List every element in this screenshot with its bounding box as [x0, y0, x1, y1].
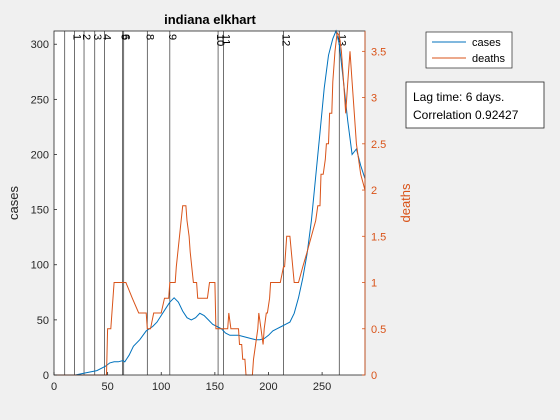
y-left-tick-label: 250 — [31, 94, 49, 106]
y-left-tick-label: 150 — [31, 205, 49, 217]
y-axis-left: 0 50 100 150 200 250 300 — [31, 39, 57, 382]
x-tick-label: 50 — [101, 381, 113, 393]
y-right-tick-label: 3.5 — [371, 46, 386, 58]
event-line-label: 4 — [100, 34, 112, 40]
legend-cases-label: cases — [472, 37, 501, 49]
annotation-box: Lag time: 6 days. Correlation 0.92427 — [405, 81, 545, 129]
x-tick-label: 100 — [152, 381, 170, 393]
event-line-label: 9 — [166, 34, 178, 40]
event-line-label: 3 — [91, 34, 103, 40]
x-tick-label: 250 — [313, 381, 331, 393]
y-left-tick-label: 200 — [31, 149, 49, 161]
chart-title: indiana elkhart — [164, 12, 256, 27]
event-line-label: 11 — [219, 34, 231, 45]
annotation-correlation: Correlation 0.92427 — [413, 108, 519, 122]
y-axis-left-label: cases — [6, 186, 21, 220]
event-line-label: 1 — [70, 34, 82, 40]
y-left-tick-label: 0 — [43, 370, 49, 382]
y-left-tick-label: 100 — [31, 260, 49, 272]
legend[interactable]: cases deaths — [425, 31, 513, 69]
series-line-deaths — [54, 31, 366, 376]
y-right-tick-label: 0.5 — [371, 324, 386, 336]
plot-area — [54, 31, 365, 375]
legend-box — [425, 31, 513, 69]
event-line-label: 6 — [120, 34, 132, 40]
annotation-lag-time: Lag time: 6 days. — [413, 90, 504, 104]
y-left-tick-label: 300 — [31, 39, 49, 51]
y-right-tick-label: 0 — [371, 370, 377, 382]
x-tick-label: 150 — [206, 381, 224, 393]
y-right-tick-label: 2 — [371, 185, 377, 197]
series-layer — [54, 29, 366, 376]
series-line-cases — [54, 29, 366, 376]
event-line-label: 12 — [279, 34, 291, 46]
event-line-label: 10 — [214, 34, 226, 46]
event-line-label: 5 — [119, 34, 131, 40]
y-axis-right: 0 0.5 1 1.5 2 2.5 3 3.5 — [362, 46, 386, 382]
x-axis: 0 50 100 150 200 250 — [51, 372, 331, 393]
annotation-frame — [405, 81, 545, 129]
y-right-tick-label: 3 — [371, 93, 377, 105]
y-right-tick-label: 1.5 — [371, 231, 386, 243]
legend-deaths-label: deaths — [472, 53, 506, 65]
y-axis-right-label: deaths — [398, 183, 413, 223]
x-tick-label: 0 — [51, 381, 57, 393]
y-left-tick-label: 50 — [37, 315, 49, 327]
y-right-tick-label: 1 — [371, 278, 377, 290]
event-line-label: 13 — [335, 34, 347, 46]
event-line-label: 8 — [143, 34, 155, 40]
event-line-label: 2 — [80, 34, 92, 40]
x-tick-label: 200 — [259, 381, 277, 393]
y-right-tick-label: 2.5 — [371, 139, 386, 151]
